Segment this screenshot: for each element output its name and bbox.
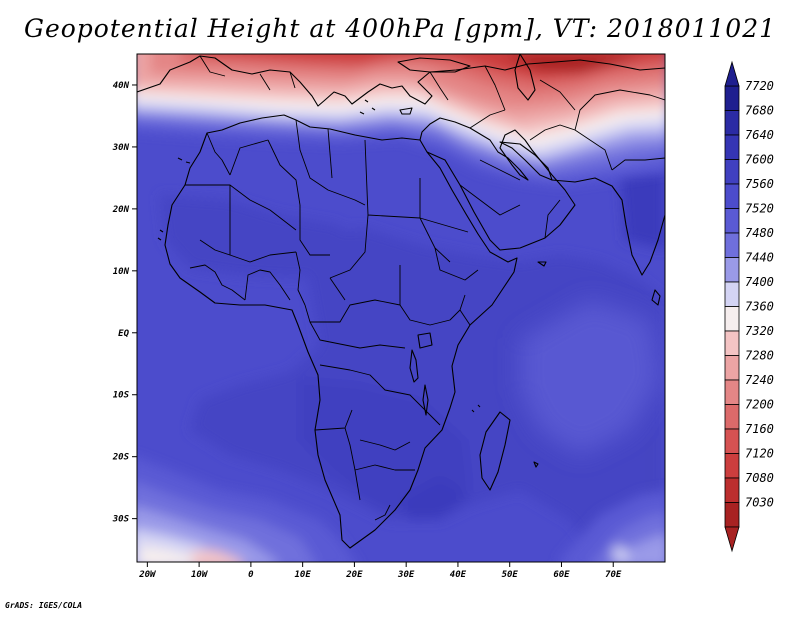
caspian-coastline [514, 54, 536, 101]
x-tick-label: 50E [502, 570, 519, 580]
x-tick-label: 40E [450, 570, 467, 580]
colorbar-label: 7160 [745, 422, 774, 436]
y-axis: 40N 30N 20N 10N EQ 10S 20S 30S [112, 81, 137, 525]
colorbar-label: 7360 [745, 300, 774, 314]
x-tick-label: 30E [397, 570, 415, 580]
x-tick-label: 20E [345, 570, 363, 580]
colorbar-label: 7120 [745, 447, 774, 461]
colorbar-top-arrow [724, 60, 740, 87]
madagascar-coastline [479, 411, 511, 491]
sri-lanka-coastline [651, 289, 661, 306]
socotra [537, 261, 547, 267]
colorbar-swatch [724, 306, 740, 332]
colorbar-label: 7240 [745, 373, 774, 387]
country-borders [185, 55, 665, 521]
y-tick-label: 30S [112, 515, 130, 525]
colorbar-swatch [724, 208, 740, 234]
colorbar-swatch [724, 232, 740, 258]
black-sea-coastline [397, 57, 471, 73]
colorbar-label: 7200 [745, 398, 774, 412]
y-tick-label: 20N [112, 205, 130, 215]
south-asia-coastline [551, 177, 665, 276]
colorbar-swatch [724, 257, 740, 283]
aegean-islands [359, 99, 376, 115]
lake-malawi [422, 384, 429, 416]
x-axis: 20W 10W 0 10E 20E 30E 40E 50E 60E 70E [138, 562, 622, 580]
colorbar-label: 7560 [745, 177, 774, 191]
x-tick-label: 70E [605, 570, 622, 580]
europe-coastline [137, 55, 665, 107]
mauritius [533, 461, 539, 468]
colorbar-label: 7720 [745, 79, 774, 93]
colorbar-label: 7320 [745, 324, 774, 338]
x-tick-label: 60E [553, 570, 570, 580]
y-tick-label: 10S [113, 391, 130, 401]
colorbar-label: 7680 [745, 104, 774, 118]
comoros [471, 404, 481, 413]
colorbar-label: 7640 [745, 128, 774, 142]
colorbar-swatch [724, 281, 740, 307]
cape-verde [157, 229, 164, 241]
map-title: Geopotential Height at 400hPa [gpm], VT:… [23, 14, 777, 43]
coastlines-and-borders [137, 54, 665, 549]
x-tick-label: 20W [138, 570, 157, 580]
lake-tanganyika [409, 349, 419, 383]
colorbar-swatch [724, 428, 740, 454]
geopotential-height-field [137, 54, 665, 562]
colorbar-swatch [724, 502, 740, 528]
plot-frame [136, 53, 666, 563]
africa-coastline [164, 114, 518, 549]
y-tick-label: 20S [112, 453, 130, 463]
x-tick-label: 10W [191, 570, 209, 580]
y-tick-label: 40N [113, 81, 130, 91]
colorbar-label: 7030 [745, 496, 774, 510]
colorbar-swatch [724, 355, 740, 381]
colorbar-label: 7520 [745, 202, 774, 216]
colorbar: 7720 7680 7640 7600 7560 7520 7480 7440 7400 7360… [724, 60, 774, 553]
canary-islands [177, 157, 191, 164]
colorbar-label: 7400 [745, 275, 774, 289]
colorbar-swatch [724, 110, 740, 136]
y-tick-label: EQ [118, 329, 129, 339]
colorbar-label: 7600 [745, 153, 774, 167]
lake-victoria [417, 332, 433, 349]
colorbar-swatch [724, 85, 740, 111]
colorbar-label: 7440 [745, 251, 774, 265]
colorbar-label: 7280 [745, 349, 774, 363]
y-tick-label: 30N [112, 143, 130, 153]
x-tick-label: 0 [248, 570, 254, 580]
colorbar-swatch [724, 330, 740, 356]
colorbar-swatch [724, 159, 740, 185]
colorbar-label: 7480 [745, 226, 774, 240]
credit-label: GrADS: IGES/COLA [5, 601, 83, 610]
y-tick-label: 10N [113, 267, 130, 277]
colorbar-swatch [724, 453, 740, 479]
cyprus [399, 107, 413, 115]
colorbar-label: 7080 [745, 471, 774, 485]
colorbar-swatch [724, 183, 740, 209]
colorbar-swatch [724, 404, 740, 430]
colorbar-swatch [724, 134, 740, 160]
x-tick-label: 10E [295, 570, 312, 580]
colorbar-swatch [724, 379, 740, 405]
colorbar-bottom-arrow [724, 526, 740, 553]
colorbar-swatch [724, 477, 740, 503]
